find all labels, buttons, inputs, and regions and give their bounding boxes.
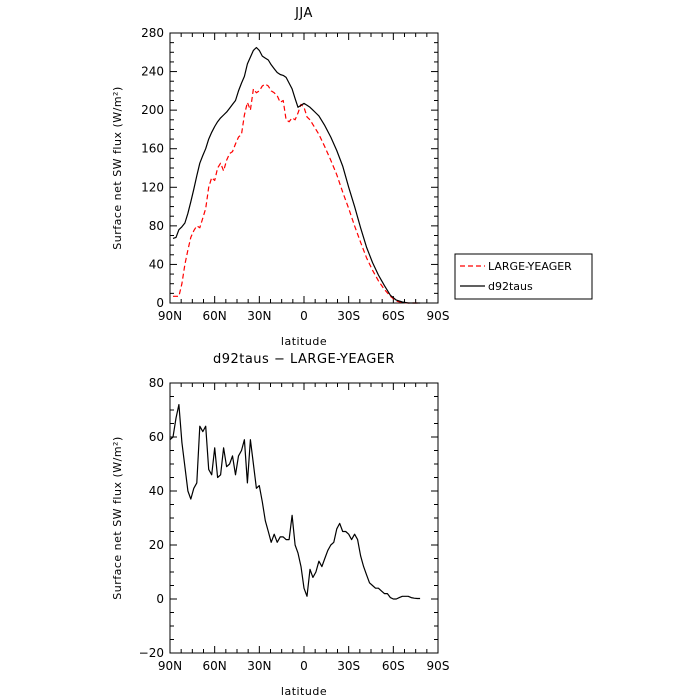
x-tick-label: 30N: [247, 309, 271, 323]
x-axis-label-bottom: latitude: [281, 685, 327, 698]
x-tick-label: 90N: [158, 309, 182, 323]
legend-label-d92taus: d92taus: [488, 280, 533, 293]
series-line-large-yeager: [173, 83, 421, 304]
x-tick-label: 30S: [337, 659, 360, 673]
y-tick-label: 0: [156, 296, 164, 310]
x-tick-label: 90S: [427, 309, 450, 323]
y-tick-label: 80: [149, 376, 164, 390]
chart-title-top: JJA: [294, 6, 313, 21]
series-line-difference: [169, 404, 421, 600]
x-tick-label: 90S: [427, 659, 450, 673]
chart-panel-bottom: d92taus − LARGE-YEAGER 90N 60N 30N 0 30S 60S 9…: [111, 352, 449, 698]
chart-title-bottom: d92taus − LARGE-YEAGER: [213, 352, 395, 367]
y-tick-label: −20: [139, 646, 164, 660]
x-tick-label: 60S: [382, 659, 405, 673]
x-tick-label: 60N: [203, 659, 227, 673]
x-tick-label: 90N: [158, 659, 182, 673]
y-tick-label: 240: [141, 65, 164, 79]
y-tick-label: 200: [141, 103, 164, 117]
plot-frame-top: [169, 32, 439, 304]
y-axis-label-bottom: Surface net SW flux (W/m²): [111, 436, 124, 600]
x-tick-label: 60S: [382, 309, 405, 323]
y-tick-label: 120: [141, 180, 164, 194]
y-tick-label: 0: [156, 592, 164, 606]
chart-panel-top: JJA 90N 60N 30N 0 30S 60S 90S 0 40 80 120 160 200 240…: [111, 6, 593, 348]
x-tick-label: 0: [300, 309, 308, 323]
x-axis-label-top: latitude: [281, 335, 327, 348]
y-tick-label: 60: [149, 430, 164, 444]
y-tick-label: 160: [141, 142, 164, 156]
y-tick-label: 40: [149, 484, 164, 498]
x-tick-label: 0: [300, 659, 308, 673]
series-line-d92taus: [172, 46, 421, 304]
y-tick-label: 40: [149, 257, 164, 271]
legend-label-large-yeager: LARGE-YEAGER: [488, 260, 572, 273]
legend: LARGE-YEAGER d92taus: [454, 253, 593, 300]
y-tick-label: 80: [149, 219, 164, 233]
legend-box: [454, 253, 593, 300]
x-tick-label: 30N: [247, 659, 271, 673]
x-tick-label: 60N: [203, 309, 227, 323]
plot-frame-bottom: [169, 382, 439, 654]
y-tick-label: 20: [149, 538, 164, 552]
x-tick-label: 30S: [337, 309, 360, 323]
y-tick-label: 280: [141, 26, 164, 40]
y-axis-label-top: Surface net SW flux (W/m²): [111, 86, 124, 250]
